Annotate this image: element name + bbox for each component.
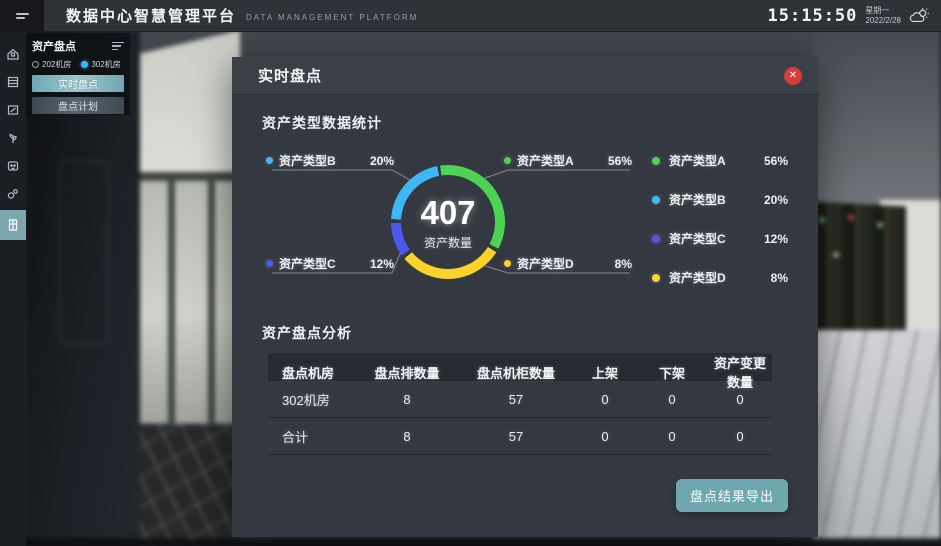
- legend-item-b: 资产类型B 20%: [652, 180, 788, 219]
- table-row-total: 合计 8 57 0 0 0: [268, 418, 772, 455]
- modal-header: 实时盘点 ✕: [232, 57, 818, 95]
- donut-center: 407 资产数量: [401, 175, 495, 269]
- clock: 15:15:50: [767, 5, 858, 26]
- callout-type-b: 资产类型B 20%: [266, 152, 394, 169]
- donut-ring: 407 资产数量: [391, 165, 505, 279]
- type-d-dot-icon: [504, 260, 511, 267]
- background-server-racks: [814, 201, 906, 339]
- legend-b-dot-icon: [652, 195, 660, 204]
- nav-home-icon[interactable]: [0, 40, 26, 68]
- radio-label: 302机房: [91, 60, 121, 69]
- weather-icon: [909, 7, 929, 22]
- analysis-section-title: 资产盘点分析: [262, 325, 352, 341]
- background-wall: [128, 30, 240, 178]
- date-block: 星期一 2022/2/28: [865, 6, 901, 26]
- background-dark-floor: [128, 424, 240, 546]
- background-light-floor: [814, 330, 941, 540]
- background-glass-partition: [128, 172, 240, 430]
- asset-type-donut-chart: 407 资产数量 资产类型B 20% 资产类型A 56% 资产类型C: [262, 142, 662, 304]
- radio-circle-icon: [32, 61, 39, 68]
- nav-monitor-icon[interactable]: [0, 96, 26, 124]
- legend-item-a: 资产类型A 56%: [652, 141, 788, 180]
- inventory-plan-button[interactable]: 盘点计划: [32, 97, 124, 114]
- nav-environment-icon[interactable]: [0, 124, 26, 152]
- export-results-button[interactable]: 盘点结果导出: [676, 479, 788, 512]
- app-title: 数据中心智慧管理平台: [66, 8, 237, 25]
- radio-room-302[interactable]: 302机房: [81, 59, 121, 70]
- weekday-label: 星期一: [865, 5, 890, 15]
- callout-type-c: 资产类型C 12%: [266, 255, 394, 272]
- nav-monitor-face-icon[interactable]: [0, 152, 26, 180]
- modal-title: 实时盘点: [258, 68, 323, 85]
- legend-a-dot-icon: [652, 156, 660, 165]
- asset-inventory-panel: 资产盘点 202机房 302机房 实时盘点 盘点计划: [26, 33, 130, 115]
- type-c-dot-icon: [266, 260, 273, 267]
- chart-legend: 资产类型A 56% 资产类型B 20% 资产类型C 12% 资产类型D 8%: [652, 141, 788, 297]
- hamburger-icon: [15, 11, 29, 21]
- panel-menu-icon[interactable]: [112, 40, 124, 53]
- icon-rail: [0, 32, 26, 546]
- leader-lines: [272, 169, 630, 274]
- menu-toggle-button[interactable]: [0, 0, 44, 32]
- top-bar: 数据中心智慧管理平台 DATA MANAGEMENT PLATFORM 15:1…: [0, 0, 941, 32]
- legend-item-c: 资产类型C 12%: [652, 219, 788, 258]
- radio-circle-icon: [81, 61, 89, 68]
- table-header-row: 盘点机房 盘点排数量 盘点机柜数量 上架 下架 资产变更数量: [268, 353, 772, 390]
- nav-asset-icon-active[interactable]: [0, 210, 26, 240]
- radio-room-202[interactable]: 202机房: [32, 59, 71, 70]
- callout-type-a: 资产类型A 56%: [504, 152, 632, 169]
- close-icon[interactable]: ✕: [784, 66, 802, 85]
- modal-body: 资产类型数据统计 407 资产数量 资产类型B: [232, 95, 818, 537]
- asset-count-value: 407: [420, 193, 476, 231]
- stats-section-title: 资产类型数据统计: [262, 115, 382, 131]
- asset-count-label: 资产数量: [423, 235, 472, 250]
- legend-c-dot-icon: [652, 234, 660, 243]
- legend-d-dot-icon: [652, 273, 660, 282]
- panel-title: 资产盘点: [32, 41, 76, 53]
- type-a-dot-icon: [504, 157, 511, 164]
- app-subtitle: DATA MANAGEMENT PLATFORM: [246, 12, 419, 22]
- realtime-inventory-modal: 实时盘点 ✕ 资产类型数据统计 407 资产数量: [232, 57, 818, 537]
- nav-server-icon[interactable]: [0, 68, 26, 96]
- inventory-analysis-table: 盘点机房 盘点排数量 盘点机柜数量 上架 下架 资产变更数量 302机房 8 5…: [268, 353, 772, 455]
- table-row: 302机房 8 57 0 0 0: [268, 381, 772, 418]
- background-ceiling: [814, 30, 941, 212]
- background-foreground-rack: [24, 30, 140, 546]
- realtime-inventory-button[interactable]: 实时盘点: [32, 75, 124, 92]
- callout-type-d: 资产类型D 8%: [504, 255, 632, 272]
- nav-gears-icon[interactable]: [0, 180, 26, 208]
- background-bottom-strip: [0, 538, 941, 546]
- type-b-dot-icon: [266, 157, 273, 164]
- legend-item-d: 资产类型D 8%: [652, 258, 788, 297]
- radio-label: 202机房: [42, 60, 72, 69]
- date-label: 2022/2/28: [865, 15, 901, 25]
